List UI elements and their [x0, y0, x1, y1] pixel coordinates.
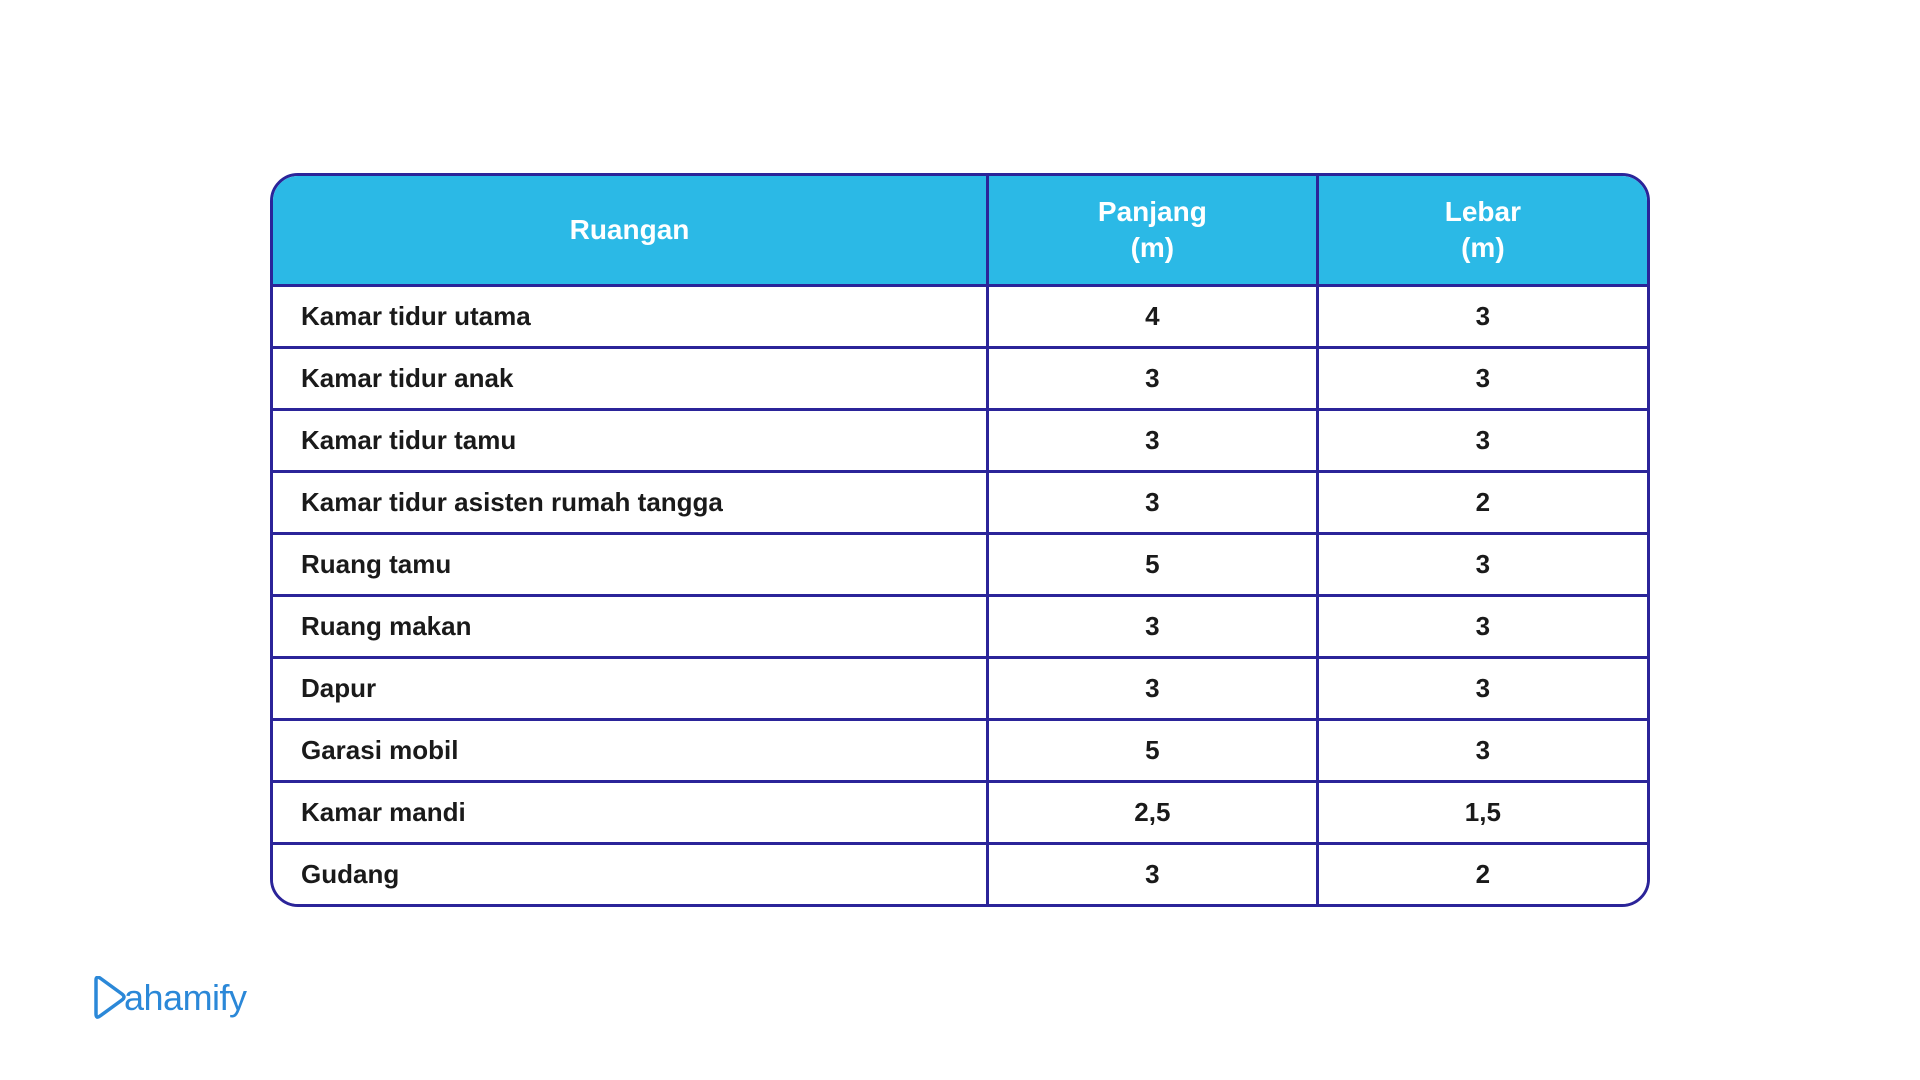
cell-width: 3: [1317, 720, 1647, 782]
play-icon: [90, 976, 128, 1020]
col-header-room: Ruangan: [273, 176, 987, 286]
col-header-length: Panjang(m): [987, 176, 1317, 286]
cell-room: Kamar tidur tamu: [273, 410, 987, 472]
cell-room: Kamar tidur asisten rumah tangga: [273, 472, 987, 534]
table-row: Kamar mandi 2,5 1,5: [273, 782, 1647, 844]
cell-room: Garasi mobil: [273, 720, 987, 782]
cell-width: 3: [1317, 410, 1647, 472]
table-row: Kamar tidur asisten rumah tangga 3 2: [273, 472, 1647, 534]
col-header-width: Lebar(m): [1317, 176, 1647, 286]
table-body: Kamar tidur utama 4 3 Kamar tidur anak 3…: [273, 286, 1647, 905]
cell-length: 3: [987, 348, 1317, 410]
cell-width: 3: [1317, 596, 1647, 658]
cell-room: Ruang makan: [273, 596, 987, 658]
table-row: Dapur 3 3: [273, 658, 1647, 720]
room-dimensions-table: Ruangan Panjang(m) Lebar(m) Kamar tidur …: [270, 173, 1650, 908]
table-header-row: Ruangan Panjang(m) Lebar(m): [273, 176, 1647, 286]
cell-width: 3: [1317, 534, 1647, 596]
cell-width: 3: [1317, 286, 1647, 348]
cell-length: 3: [987, 472, 1317, 534]
cell-length: 2,5: [987, 782, 1317, 844]
table-row: Kamar tidur anak 3 3: [273, 348, 1647, 410]
cell-width: 2: [1317, 844, 1647, 905]
cell-room: Gudang: [273, 844, 987, 905]
cell-length: 4: [987, 286, 1317, 348]
table-row: Gudang 3 2: [273, 844, 1647, 905]
cell-room: Kamar tidur utama: [273, 286, 987, 348]
brand-text: ahamify: [124, 977, 247, 1019]
table-row: Kamar tidur tamu 3 3: [273, 410, 1647, 472]
table-row: Garasi mobil 5 3: [273, 720, 1647, 782]
cell-length: 5: [987, 720, 1317, 782]
table-row: Ruang tamu 5 3: [273, 534, 1647, 596]
cell-length: 3: [987, 658, 1317, 720]
cell-length: 3: [987, 410, 1317, 472]
cell-room: Dapur: [273, 658, 987, 720]
cell-room: Kamar tidur anak: [273, 348, 987, 410]
table-row: Kamar tidur utama 4 3: [273, 286, 1647, 348]
brand-logo: ahamify: [90, 976, 247, 1020]
cell-width: 3: [1317, 348, 1647, 410]
cell-width: 3: [1317, 658, 1647, 720]
cell-room: Ruang tamu: [273, 534, 987, 596]
cell-width: 1,5: [1317, 782, 1647, 844]
cell-length: 5: [987, 534, 1317, 596]
cell-length: 3: [987, 844, 1317, 905]
cell-room: Kamar mandi: [273, 782, 987, 844]
cell-width: 2: [1317, 472, 1647, 534]
table-row: Ruang makan 3 3: [273, 596, 1647, 658]
table: Ruangan Panjang(m) Lebar(m) Kamar tidur …: [273, 176, 1647, 905]
cell-length: 3: [987, 596, 1317, 658]
